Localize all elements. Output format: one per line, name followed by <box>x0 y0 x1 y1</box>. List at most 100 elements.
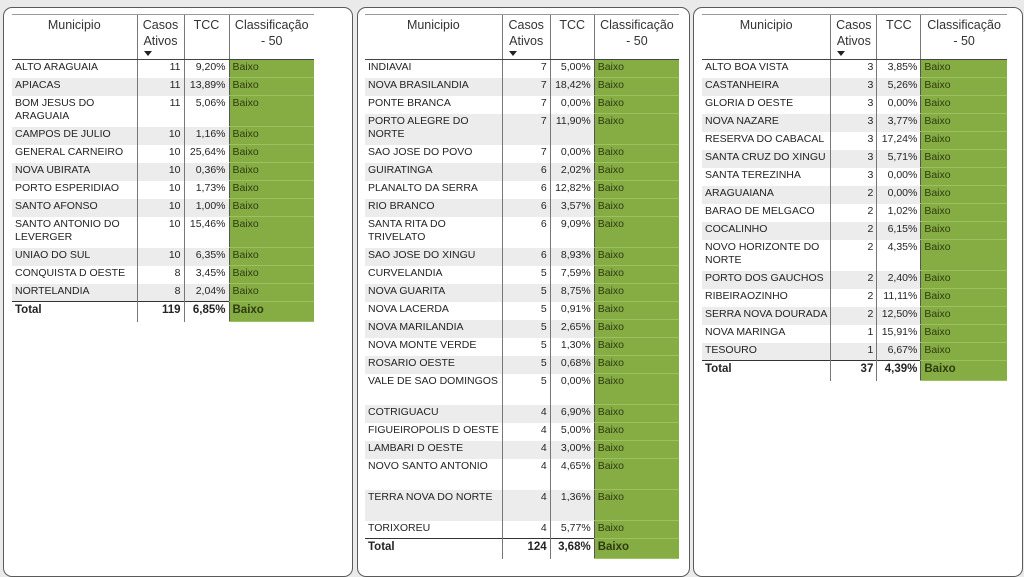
cell-casos-ativos: 4 <box>501 422 551 441</box>
table-row[interactable]: LAMBARI D OESTE 4 3,00% Baixo <box>365 440 680 459</box>
table-row[interactable]: BOM JESUS DO ARAGUAIA 11 5,06% Baixo <box>12 95 314 127</box>
table-row[interactable]: SAO JOSE DO POVO 7 0,00% Baixo <box>365 144 680 163</box>
table-row[interactable]: ALTO BOA VISTA 3 3,85% Baixo <box>702 59 1007 78</box>
cell-casos-ativos: 5 <box>501 319 551 338</box>
cell-municipio: ALTO ARAGUAIA <box>15 61 99 73</box>
column-header-classificacao[interactable]: Classificação - 50 <box>593 14 680 60</box>
table-row[interactable]: GENERAL CARNEIRO 10 25,64% Baixo <box>12 144 314 163</box>
table-row[interactable]: BARAO DE MELGACO 2 1,02% Baixo <box>702 203 1007 222</box>
cell-tcc: 5,00% <box>549 59 595 78</box>
column-header-classificacao[interactable]: Classificação - 50 <box>228 14 314 60</box>
table-row[interactable]: NOVA NAZARE 3 3,77% Baixo <box>702 113 1007 132</box>
table-row[interactable]: RIBEIRAOZINHO 2 11,11% Baixo <box>702 288 1007 307</box>
cell-classificacao: Baixo <box>920 221 1007 240</box>
cell-casos-ativos: 3 <box>830 167 877 186</box>
cell-casos-ativos: 6 <box>501 247 551 266</box>
table-row[interactable]: TORIXOREU 4 5,77% Baixo <box>365 520 680 539</box>
column-header-casos-ativos[interactable]: Casos Ativos <box>136 14 184 60</box>
column-header-casos-ativos[interactable]: Casos Ativos <box>501 14 551 60</box>
cell-classificacao: Baixo <box>593 77 680 96</box>
table-row[interactable]: COTRIGUACU 4 6,90% Baixo <box>365 404 680 423</box>
table-row[interactable]: CAMPOS DE JULIO 10 1,16% Baixo <box>12 126 314 145</box>
cell-classificacao: Baixo <box>228 77 314 96</box>
table-row[interactable]: CASTANHEIRA 3 5,26% Baixo <box>702 77 1007 96</box>
table-row[interactable]: ALTO ARAGUAIA 11 9,20% Baixo <box>12 59 314 78</box>
cell-tcc: 9,09% <box>549 216 595 248</box>
table-row[interactable]: PONTE BRANCA 7 0,00% Baixo <box>365 95 680 114</box>
cell-casos-ativos: 3 <box>830 59 877 78</box>
column-header-tcc[interactable]: TCC <box>549 14 595 60</box>
table-row[interactable]: NOVA UBIRATA 10 0,36% Baixo <box>12 162 314 181</box>
cell-tcc: 5,06% <box>183 95 229 127</box>
table-row[interactable]: NORTELANDIA 8 2,04% Baixo <box>12 283 314 302</box>
column-header-municipio[interactable]: Municipio <box>365 14 503 60</box>
table-row[interactable]: NOVA MARILANDIA 5 2,65% Baixo <box>365 319 680 338</box>
table-row[interactable]: TESOURO 1 6,67% Baixo <box>702 342 1007 361</box>
table-row[interactable]: SANTA TEREZINHA 3 0,00% Baixo <box>702 167 1007 186</box>
table-row[interactable]: CURVELANDIA 5 7,59% Baixo <box>365 265 680 284</box>
table-row[interactable]: UNIAO DO SUL 10 6,35% Baixo <box>12 247 314 266</box>
table-row[interactable]: NOVO SANTO ANTONIO 4 4,65% Baixo <box>365 458 680 490</box>
cell-classificacao: Baixo <box>593 247 680 266</box>
cell-classificacao: Baixo <box>593 283 680 302</box>
table-row[interactable]: PLANALTO DA SERRA 6 12,82% Baixo <box>365 180 680 199</box>
table-row[interactable]: NOVO HORIZONTE DO NORTE 2 4,35% Baixo <box>702 239 1007 271</box>
cell-tcc: 0,00% <box>876 167 921 186</box>
table-row[interactable]: COCALINHO 2 6,15% Baixo <box>702 221 1007 240</box>
table-row[interactable]: PORTO ESPERIDIAO 10 1,73% Baixo <box>12 180 314 199</box>
table-row[interactable]: NOVA BRASILANDIA 7 18,42% Baixo <box>365 77 680 96</box>
table-row[interactable]: NOVA MARINGA 1 15,91% Baixo <box>702 324 1007 343</box>
cell-casos-ativos: 11 <box>136 95 184 127</box>
table-row[interactable]: SANTA CRUZ DO XINGU 3 5,71% Baixo <box>702 149 1007 168</box>
cell-classificacao: Baixo <box>920 95 1007 114</box>
table-row[interactable]: ARAGUAIANA 2 0,00% Baixo <box>702 185 1007 204</box>
cell-classificacao: Baixo <box>228 162 314 181</box>
column-header-casos-ativos[interactable]: Casos Ativos <box>830 14 877 60</box>
cell-municipio: FIGUEIROPOLIS D OESTE <box>368 423 499 436</box>
cell-casos-ativos: 2 <box>830 306 877 325</box>
table-row[interactable]: FIGUEIROPOLIS D OESTE 4 5,00% Baixo <box>365 422 680 441</box>
table-row[interactable]: SAO JOSE DO XINGU 6 8,93% Baixo <box>365 247 680 266</box>
cell-tcc: 7,59% <box>549 265 595 284</box>
table-row[interactable]: VALE DE SAO DOMINGOS 5 0,00% Baixo <box>365 373 680 405</box>
table-row[interactable]: SANTO ANTONIO DO LEVERGER 10 15,46% Baix… <box>12 216 314 248</box>
cell-tcc: 2,04% <box>183 283 229 302</box>
column-header-tcc[interactable]: TCC <box>876 14 921 60</box>
table-row[interactable]: GUIRATINGA 6 2,02% Baixo <box>365 162 680 181</box>
cell-tcc: 0,00% <box>876 95 921 114</box>
table-row[interactable]: SANTA RITA DO TRIVELATO 6 9,09% Baixo <box>365 216 680 248</box>
table-row[interactable]: PORTO DOS GAUCHOS 2 2,40% Baixo <box>702 270 1007 289</box>
table-row[interactable]: RESERVA DO CABACAL 3 17,24% Baixo <box>702 131 1007 150</box>
cell-classificacao: Baixo <box>593 59 680 78</box>
cell-casos-ativos: 5 <box>501 355 551 374</box>
table-row[interactable]: SERRA NOVA DOURADA 2 12,50% Baixo <box>702 306 1007 325</box>
table-row[interactable]: NOVA MONTE VERDE 5 1,30% Baixo <box>365 337 680 356</box>
column-header-classificacao[interactable]: Classificação - 50 <box>920 14 1007 60</box>
cell-casos-ativos: 7 <box>501 77 551 96</box>
column-header-municipio[interactable]: Municipio <box>12 14 137 60</box>
cell-classificacao: Baixo <box>228 265 314 284</box>
table-row[interactable]: NOVA LACERDA 5 0,91% Baixo <box>365 301 680 320</box>
cell-municipio: COTRIGUACU <box>365 404 503 423</box>
cell-classificacao: Baixo <box>593 373 680 405</box>
table-row[interactable]: RIO BRANCO 6 3,57% Baixo <box>365 198 680 217</box>
table-row[interactable]: SANTO AFONSO 10 1,00% Baixo <box>12 198 314 217</box>
table-row[interactable]: CONQUISTA D OESTE 8 3,45% Baixo <box>12 265 314 284</box>
table-row[interactable]: ROSARIO OESTE 5 0,68% Baixo <box>365 355 680 374</box>
cell-municipio: CURVELANDIA <box>368 266 443 279</box>
total-label: Total <box>12 301 137 322</box>
table-row[interactable]: GLORIA D OESTE 3 0,00% Baixo <box>702 95 1007 114</box>
cell-tcc: 6,90% <box>549 404 595 423</box>
column-header-municipio[interactable]: Municipio <box>702 14 831 60</box>
table-row[interactable]: PORTO ALEGRE DO NORTE 7 11,90% Baixo <box>365 113 680 145</box>
table-row[interactable]: INDIAVAI 7 5,00% Baixo <box>365 59 680 78</box>
cell-classificacao: Baixo <box>920 203 1007 222</box>
table-row[interactable]: NOVA GUARITA 5 8,75% Baixo <box>365 283 680 302</box>
table-row[interactable]: APIACAS 11 13,89% Baixo <box>12 77 314 96</box>
column-header-tcc[interactable]: TCC <box>183 14 229 60</box>
cell-tcc: 18,42% <box>549 77 595 96</box>
cell-municipio: RESERVA DO CABACAL <box>705 132 825 145</box>
table-row[interactable]: TERRA NOVA DO NORTE 4 1,36% Baixo <box>365 489 680 521</box>
cell-tcc: 5,26% <box>876 77 921 96</box>
cell-tcc: 3,00% <box>549 440 595 459</box>
